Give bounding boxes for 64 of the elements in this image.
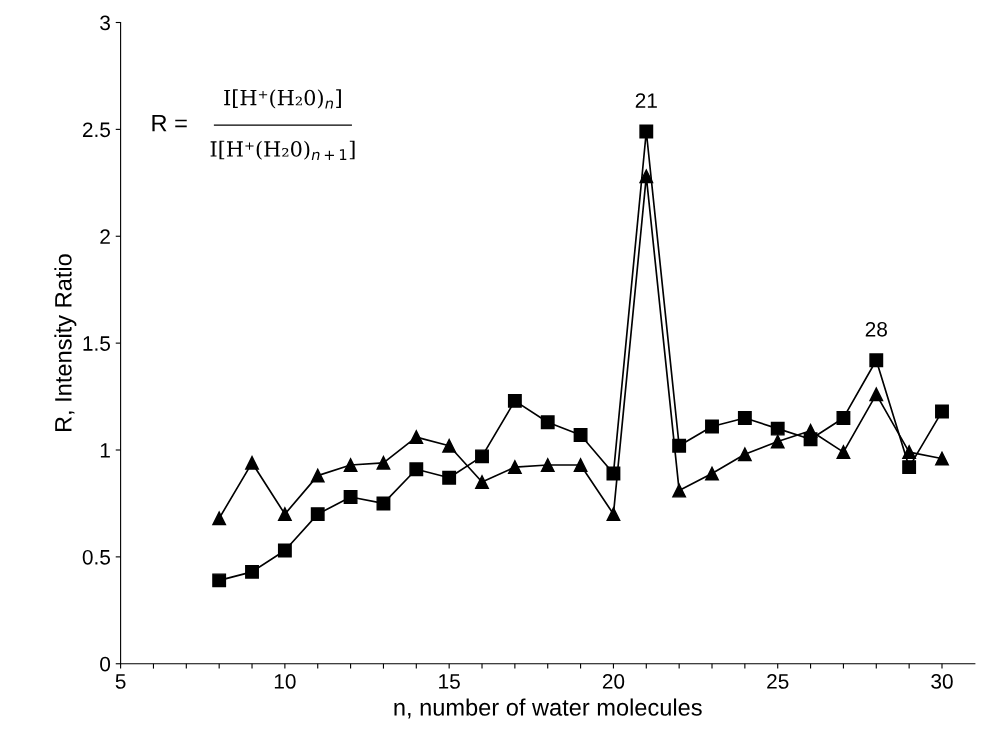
point [803, 423, 818, 438]
point [705, 466, 719, 481]
y-tick-label: 3 [100, 15, 110, 31]
point [705, 419, 719, 434]
point [475, 475, 489, 490]
point [212, 573, 227, 588]
point [672, 483, 687, 498]
point [277, 543, 292, 558]
x-tick-label: 15 [439, 674, 460, 689]
annotation: I[H⁺(H₂0)$_{n}$] [224, 89, 341, 109]
point [310, 507, 325, 522]
point [672, 438, 687, 453]
point [343, 458, 358, 472]
y-tick-label: 0.5 [82, 549, 111, 565]
point [836, 410, 851, 425]
point [770, 434, 785, 449]
point [540, 458, 555, 472]
point [935, 404, 949, 419]
point [737, 447, 752, 462]
y-axis-title: R, Intensity Ratio [54, 254, 77, 432]
point [573, 428, 588, 442]
point [277, 507, 292, 522]
point [639, 124, 654, 139]
point [639, 169, 654, 184]
x-tick-label: 5 [115, 674, 126, 689]
point [507, 393, 522, 408]
point [573, 458, 588, 472]
point [902, 460, 917, 475]
annotation: 21 [635, 93, 657, 108]
annotation: 28 [865, 321, 887, 337]
annotation: R = [152, 114, 187, 132]
point [737, 410, 752, 425]
annotation: I[H⁺(H₂0)$_{n+1}$] [210, 140, 355, 160]
x-axis-title: n, number of water molecules [394, 698, 702, 719]
point [836, 445, 851, 460]
y-tick-label: 2.5 [82, 122, 111, 138]
point [507, 460, 522, 475]
point [869, 387, 884, 402]
point [540, 415, 555, 430]
point [442, 470, 457, 485]
point [376, 455, 391, 470]
point [442, 438, 457, 453]
point [245, 455, 259, 470]
point [343, 490, 358, 504]
point [212, 511, 227, 526]
x-tick-label: 25 [767, 674, 789, 689]
point [935, 451, 949, 466]
point [310, 468, 325, 483]
y-tick-label: 2 [100, 229, 110, 244]
y-tick-label: 1 [100, 443, 110, 458]
point [770, 421, 785, 436]
point [376, 496, 391, 511]
point [409, 462, 424, 477]
point [902, 445, 917, 460]
point [409, 430, 424, 445]
y-tick-label: 0 [100, 656, 111, 672]
y-tick-label: 1.5 [83, 336, 111, 351]
point [475, 449, 489, 464]
point [869, 353, 884, 368]
point [245, 564, 259, 579]
x-tick-label: 20 [602, 674, 625, 689]
point [606, 507, 621, 522]
x-tick-label: 30 [931, 674, 953, 689]
x-tick-label: 10 [274, 674, 296, 689]
